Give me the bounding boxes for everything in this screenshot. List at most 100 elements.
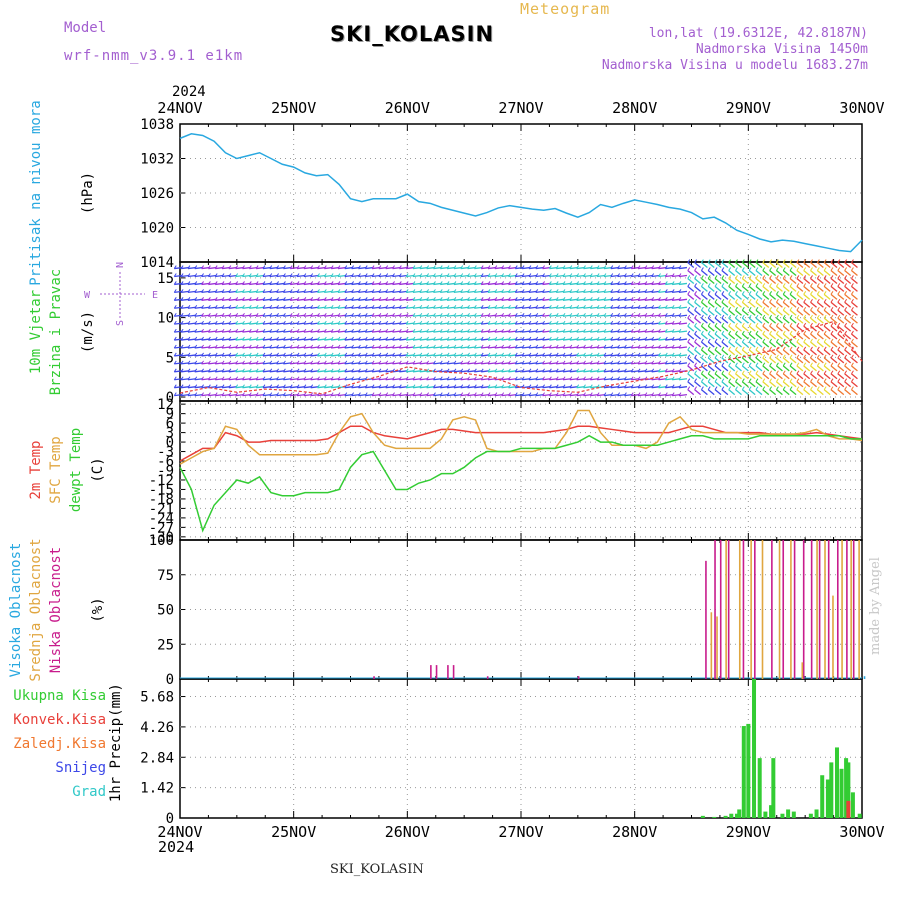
wind-barb-flag — [555, 384, 559, 388]
wind-barb-flag — [796, 306, 800, 311]
wind-barb — [487, 322, 497, 325]
wind-barb — [208, 274, 217, 278]
wind-barb — [678, 314, 688, 317]
wind-barb-flag — [810, 314, 813, 319]
wind-barb-flag — [714, 283, 718, 287]
wind-barb — [385, 322, 394, 325]
wind-barb — [344, 274, 353, 278]
wind-barb — [412, 394, 422, 397]
wind-barb-flag — [569, 392, 573, 396]
wind-barb — [181, 378, 190, 381]
wind-barb-flag — [446, 344, 450, 349]
wind-barb-flag — [748, 314, 752, 319]
wind-barb — [406, 306, 415, 309]
wind-barb-flag — [426, 265, 430, 269]
wind-barb — [610, 274, 619, 278]
wind-barb — [174, 338, 183, 341]
wind-barb — [651, 290, 660, 294]
wind-barb-flag — [755, 346, 759, 351]
wind-barb — [269, 274, 278, 278]
wind-barb — [665, 362, 674, 365]
wind-barb — [590, 346, 599, 349]
wind-barb-flag — [658, 376, 661, 381]
wind-barb — [317, 378, 326, 381]
wind-barb-flag — [542, 352, 545, 357]
wind-barb — [310, 290, 319, 294]
wind-barb-flag — [687, 322, 691, 327]
wind-barb — [392, 338, 401, 341]
wind-barb-flag — [371, 336, 375, 341]
wind-barb-flag — [782, 314, 786, 319]
wind-barb-flag — [323, 336, 327, 341]
wind-barb — [590, 282, 599, 286]
wind-barb — [249, 322, 258, 325]
wind-barb-flag — [501, 352, 505, 357]
wind-unit: (m/s) — [80, 311, 96, 353]
wind-barb — [331, 394, 340, 397]
wind-barb-flag — [289, 289, 293, 293]
wind-barb-flag — [596, 273, 600, 277]
wind-barb — [208, 362, 217, 365]
wind-barb — [610, 370, 619, 373]
wind-barb-flag — [460, 344, 464, 349]
wind-barb — [174, 346, 183, 349]
wind-barb — [174, 378, 183, 381]
wind-barb — [515, 290, 524, 294]
wind-barb — [617, 338, 626, 341]
wind-barb — [392, 298, 401, 301]
wind-barb — [269, 378, 278, 381]
wind-barb — [351, 306, 360, 309]
wind-barb-flag — [296, 352, 300, 357]
wind-barb — [556, 370, 565, 373]
wind-barb-flag — [494, 368, 498, 373]
wind-barb-flag — [671, 304, 675, 309]
wind-barb — [494, 362, 503, 365]
wind-barb-flag — [351, 344, 355, 349]
wind-barb-flag — [528, 312, 532, 317]
wind-barb-flag — [337, 336, 341, 341]
wind-barb — [181, 306, 190, 309]
wind-barb — [358, 266, 367, 270]
wind-barb-flag — [796, 298, 800, 303]
wind-barb — [597, 282, 606, 286]
wind-barb — [228, 298, 237, 301]
wind-barb-flag — [194, 312, 198, 317]
wind-barb-flag — [528, 265, 532, 269]
wind-barb — [556, 306, 565, 309]
wind-barb — [844, 270, 852, 277]
wind-barb — [816, 325, 824, 332]
wind-barb — [535, 378, 544, 381]
wind-barb — [644, 314, 653, 317]
wind-barb — [501, 322, 510, 325]
wind-barb — [344, 346, 353, 349]
wind-barb-flag — [419, 392, 423, 396]
wind-barb-flag — [514, 312, 518, 317]
wind-barb — [694, 373, 702, 380]
wind-barb — [433, 306, 442, 309]
wind-barb — [351, 330, 360, 333]
wind-barb — [789, 341, 797, 348]
wind-barb — [748, 341, 756, 348]
wind-barb-flag — [735, 259, 738, 263]
wind-barb — [687, 309, 695, 316]
wind-barb-flag — [508, 336, 511, 341]
wind-barb-flag — [623, 320, 627, 325]
wind-barb-flag — [664, 360, 668, 365]
wind-barb-flag — [714, 322, 718, 327]
wind-barb-flag — [351, 368, 355, 373]
wind-barb — [830, 262, 838, 269]
wind-barb — [735, 389, 742, 396]
wind-barb-flag — [651, 265, 655, 269]
wind-barb-flag — [276, 265, 279, 269]
wind-barb — [542, 394, 551, 397]
wind-barb-flag — [789, 330, 793, 335]
wind-barb — [637, 362, 647, 365]
wind-barb-flag — [439, 352, 443, 357]
wind-barb-flag — [392, 281, 395, 285]
wind-barb-flag — [687, 275, 691, 279]
wind-barb-flag — [589, 376, 593, 381]
wind-barb — [269, 314, 278, 317]
wind-barb — [823, 285, 831, 292]
cloud-unit: (%) — [90, 597, 106, 622]
wind-barb — [187, 346, 196, 349]
